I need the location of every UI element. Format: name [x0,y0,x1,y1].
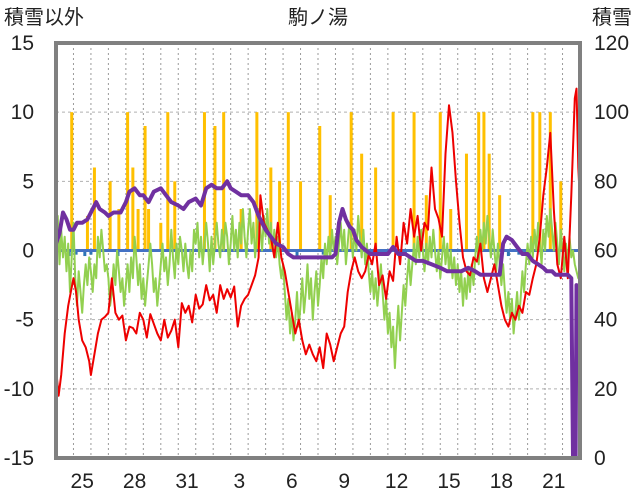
bar [464,153,468,251]
snow-depth-line [54,179,582,460]
right-tick-label: 40 [594,309,617,332]
right-tick-label: 0 [594,447,606,470]
x-tick-labels: 25 28 31 3 6 9 12 15 18 21 [71,470,566,493]
x-tick-label: 15 [437,470,460,493]
bar [438,112,442,251]
bar [70,112,74,251]
left-tick-labels: 15 10 5 0 -5 -10 -15 [4,32,34,470]
left-tick-label: 0 [22,240,34,263]
bar [173,181,177,251]
bar [498,195,502,251]
red-series-line [55,87,581,397]
plot-frame [54,41,582,460]
bar [295,250,299,257]
bar [318,126,322,251]
bar [482,112,486,251]
x-tick-label: 18 [490,470,513,493]
bar [83,250,87,257]
bar [449,209,453,251]
left-tick-label: -10 [4,378,34,401]
bar [328,195,332,251]
left-tick-label: 5 [22,170,34,193]
bar [360,153,364,251]
bar [374,167,378,251]
bar [321,250,325,255]
right-tick-label: 20 [594,378,617,401]
bar [349,112,353,251]
bar [506,250,510,257]
x-tick-label: 25 [71,470,94,493]
bar [286,112,290,251]
right-tick-label: 60 [594,240,617,263]
bar [487,153,491,251]
left-tick-label: -15 [4,447,34,470]
bar [117,209,121,251]
bar [222,112,226,251]
bar [548,112,552,251]
bar [531,112,535,251]
bar [538,112,542,251]
bar [412,112,416,251]
bar [559,181,563,251]
grid [56,43,580,458]
bar [159,222,163,251]
x-tick-label: 12 [385,470,408,493]
chart-title: 駒ノ湯 [288,5,348,29]
bar [131,167,135,251]
x-tick-label: 21 [542,470,565,493]
lines-layer [54,87,582,460]
bar [147,209,151,251]
bar [391,112,395,251]
x-tick-label: 31 [175,470,198,493]
right-tick-label: 80 [594,170,617,193]
bar [278,181,282,251]
bar [85,215,89,251]
bar [299,181,303,251]
right-tick-labels: 120 100 80 60 40 20 0 [594,32,629,470]
left-tick-label: 15 [11,32,34,55]
left-tick-label: 10 [11,101,34,124]
right-axis-label: 積雪 [592,5,632,29]
x-tick-label: 28 [123,470,146,493]
green-series-line [55,208,581,370]
bar [477,112,481,251]
bar [424,195,428,251]
bar [126,112,130,251]
left-tick-label: -5 [15,309,34,332]
bar [74,250,78,255]
right-tick-label: 120 [594,32,629,55]
left-axis-label: 積雪以外 [4,5,84,29]
bar [143,126,147,251]
right-tick-label: 100 [594,101,629,124]
bar [255,112,259,251]
x-tick-label: 6 [286,470,298,493]
x-tick-label: 3 [234,470,246,493]
bar [136,209,140,251]
x-tick-label: 9 [338,470,350,493]
bar [166,112,170,251]
bar [269,167,273,251]
bar [89,250,93,255]
bar [202,112,206,251]
